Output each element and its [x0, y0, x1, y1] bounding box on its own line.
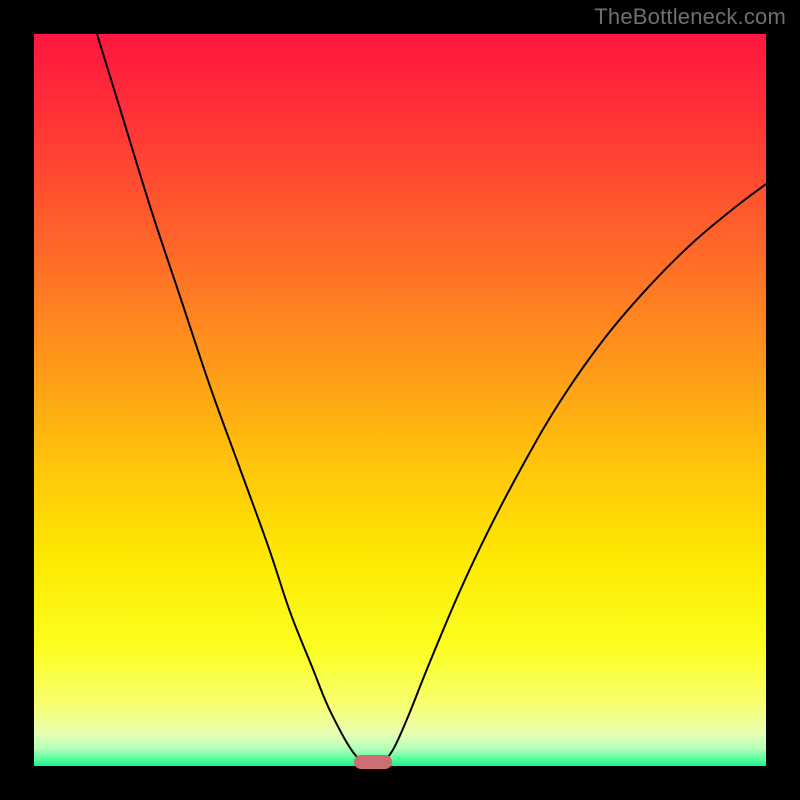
- bottleneck-curve-svg: [34, 34, 766, 766]
- curve-left-branch: [97, 34, 362, 762]
- watermark-text: TheBottleneck.com: [594, 4, 786, 30]
- curve-right-branch: [384, 184, 766, 762]
- chart-frame: TheBottleneck.com: [0, 0, 800, 800]
- optimal-marker: [354, 755, 392, 769]
- plot-area: [34, 34, 766, 766]
